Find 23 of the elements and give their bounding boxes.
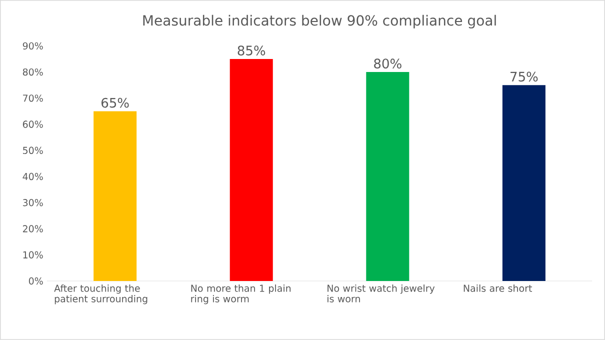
x-tick-label: After touching the patient surrounding (54, 284, 148, 304)
x-tick-label: Nails are short (464, 284, 532, 292)
y-tick-label: 40% (22, 172, 43, 180)
data-label: 65% (102, 98, 129, 108)
chart-title: Measurable indicators below 90% compliance goal (143, 14, 496, 28)
data-label: 80% (374, 58, 402, 69)
bar (94, 111, 137, 282)
y-tick-label: 50% (23, 146, 43, 154)
y-tick-label: 20% (22, 225, 43, 232)
y-tick-label: 60% (22, 120, 43, 128)
y-tick-label: 80% (22, 68, 43, 76)
data-label: 75% (510, 72, 538, 82)
x-tick-label: No more than 1 plain ring is worm (191, 284, 291, 304)
y-tick-label: 30% (22, 199, 43, 206)
y-tick-label: 10% (23, 251, 43, 259)
y-tick-label: 0% (28, 277, 43, 285)
data-label: 85% (238, 46, 266, 56)
bar (230, 59, 273, 282)
y-tick-label: 70% (23, 94, 43, 102)
bar (502, 85, 546, 282)
y-tick-label: 90% (22, 42, 43, 50)
x-tick-label: No wrist watch jewelry is worn (328, 284, 435, 302)
bar (366, 72, 410, 282)
